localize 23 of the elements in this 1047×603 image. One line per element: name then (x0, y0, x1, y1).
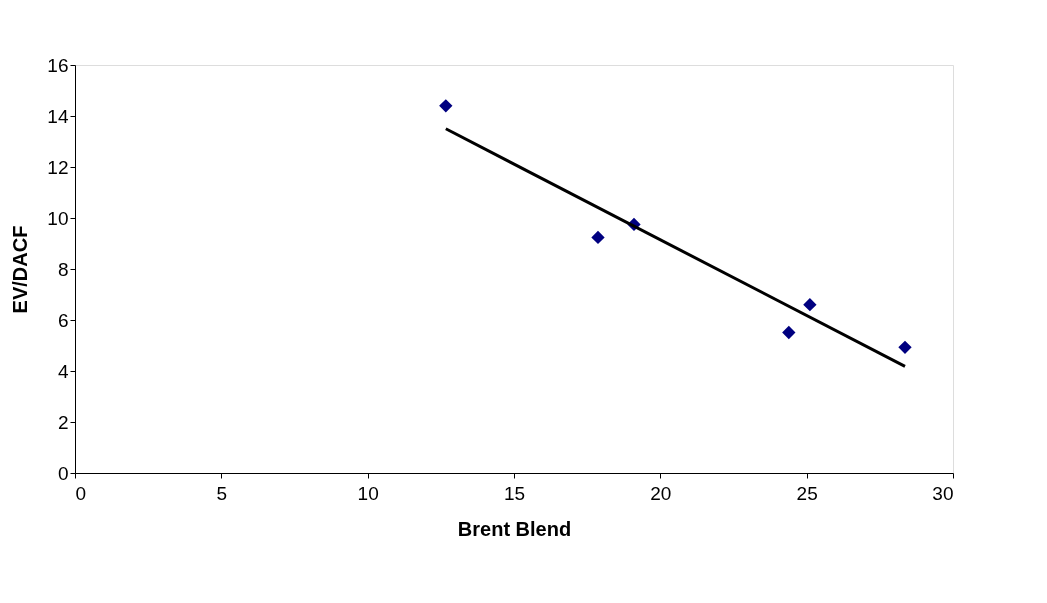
y-tick-label: 8 (57, 258, 69, 280)
x-tick-label: 10 (357, 482, 379, 504)
y-tick-label: 10 (47, 207, 69, 229)
x-tick-label: 20 (650, 482, 672, 504)
x-axis-title: Brent Blend (457, 517, 572, 540)
point (898, 341, 912, 354)
y-tick-label: 16 (47, 54, 69, 76)
y-tick-label: 0 (57, 462, 69, 484)
point (439, 99, 453, 113)
y-tick-label: 14 (47, 105, 69, 127)
y-tick-label: 2 (57, 411, 69, 433)
x-tick-label: 0 (75, 482, 87, 504)
point (782, 326, 796, 339)
y-tick-label: 12 (47, 156, 69, 178)
y-axis-title: EV/DACF (9, 225, 32, 314)
x-tick-label: 30 (932, 482, 954, 504)
x-tick-label: 5 (216, 482, 228, 504)
x-tick-label: 25 (796, 482, 818, 504)
x-tick-label: 15 (503, 482, 526, 504)
point (591, 231, 605, 244)
y-tick-label: 6 (57, 309, 69, 331)
y-tick-label: 4 (57, 360, 69, 382)
point (803, 298, 817, 311)
